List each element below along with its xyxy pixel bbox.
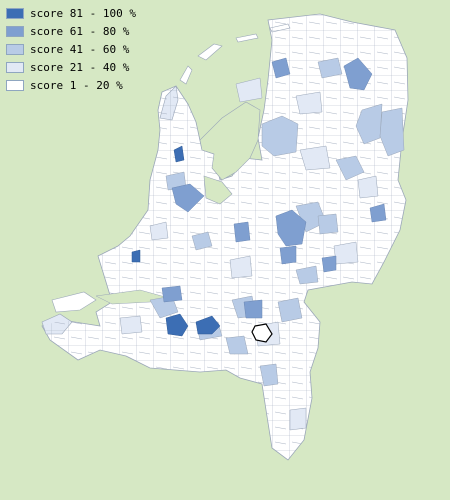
ijsselmeer — [199, 101, 261, 181]
legend-item: score 21 - 40 % — [6, 58, 136, 76]
legend-label: score 1 - 20 % — [30, 78, 123, 92]
regions-score-21-40 — [119, 77, 379, 431]
selected-municipality[interactable] — [251, 323, 273, 343]
legend-swatch — [6, 7, 24, 19]
island-vlieland — [179, 65, 193, 85]
island-ameland — [235, 33, 259, 43]
legend-item: score 41 - 60 % — [6, 40, 136, 58]
legend-item: score 81 - 100 % — [6, 4, 136, 22]
legend-label: score 61 - 80 % — [30, 24, 130, 38]
regions-score-81-100 — [131, 145, 221, 337]
island-terschelling — [197, 43, 223, 61]
legend-swatch — [6, 79, 24, 91]
markermeer — [203, 175, 233, 205]
legend-label: score 21 - 40 % — [30, 60, 130, 74]
legend-swatch — [6, 43, 24, 55]
legend-label: score 41 - 60 % — [30, 42, 130, 56]
map-legend: score 81 - 100 % score 61 - 80 % score 41 … — [6, 4, 136, 94]
legend-swatch — [6, 25, 24, 37]
regions-score-61-80 — [161, 57, 387, 319]
legend-label: score 81 - 100 % — [30, 6, 136, 20]
legend-swatch — [6, 61, 24, 73]
legend-item: score 61 - 80 % — [6, 22, 136, 40]
island-schouwen — [51, 291, 97, 313]
legend-item: score 1 - 20 % — [6, 76, 136, 94]
